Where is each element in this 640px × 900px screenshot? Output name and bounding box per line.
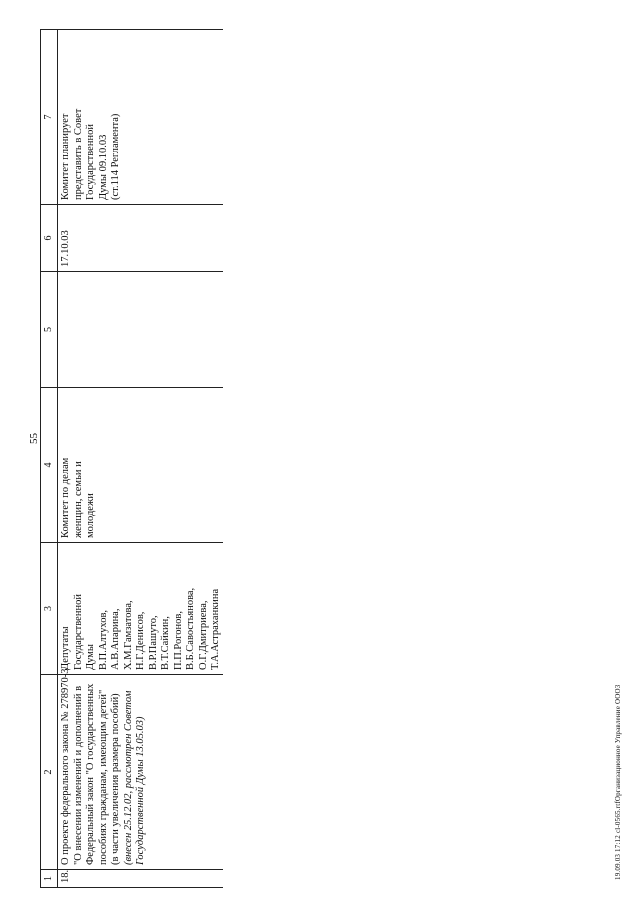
document-table-container: 1 2 3 4 5 6 7 18. О проекте федерального… (40, 29, 260, 888)
initiator-line: Депутаты (60, 626, 71, 670)
column-5-cell (57, 271, 223, 388)
bill-description: О проекте федерального закона № 278970-3… (57, 668, 223, 870)
bill-table: 1 2 3 4 5 6 7 18. О проекте федерального… (40, 29, 223, 888)
footer-text: 19.09.03 17:12 cl-0565.rtfОрганизационно… (614, 684, 622, 880)
header-cell-1: 1 (40, 869, 58, 888)
description-line: "О внесении изменений и дополнений в (72, 685, 84, 865)
initiator-line: В.Р.Пашуто, (147, 615, 159, 670)
initiator-line: О.Г.Дмитриева, (197, 600, 209, 671)
note-line: Думы 09.10.03 (97, 134, 109, 200)
committee-line: женщин, семьи и (72, 461, 84, 538)
initiator-line: Т.А.Астраханкина (210, 588, 221, 670)
description-italic-line: (внесен 25.12.02, рассмотрен Советом (122, 690, 134, 865)
date-cell: 17.10.03 (57, 204, 223, 272)
header-row: 1 2 3 4 5 6 7 (40, 29, 58, 888)
description-line: О проекте федерального закона № 278970-3 (60, 668, 71, 865)
note-line: Государственной (85, 124, 96, 200)
header-cell-4: 4 (40, 387, 58, 543)
initiator-line: В.П.Алтухов, (97, 609, 109, 670)
committee-line: Комитет по делам (60, 457, 71, 538)
description-line: пособиях гражданам, имеющим детей" (97, 689, 109, 865)
committee-line: молодежи (85, 493, 96, 538)
initiator-line: П.П.Рогонов, (172, 611, 184, 670)
initiator-line: В.Т.Сайкин, (160, 616, 171, 670)
initiator-line: В.Б.Савостьянова, (185, 587, 196, 670)
row-number: 18. (57, 869, 223, 888)
initiator-line: Думы (85, 644, 96, 670)
header-cell-7: 7 (40, 29, 58, 205)
initiators: Депутаты Государственной Думы В.П.Алтухо… (57, 542, 223, 675)
description-line: Федеральный закон "О государственных (85, 683, 96, 865)
initiator-line: Государственной (72, 594, 84, 670)
header-cell-3: 3 (40, 542, 58, 675)
description-line: (в части увеличения размера пособий) (110, 693, 121, 865)
responsible-committee: Комитет по делам женщин, семьи и молодеж… (57, 387, 223, 543)
initiator-line: Х.М.Гамзатова, (122, 600, 134, 670)
note-line: представить в Совет (72, 108, 84, 200)
initiator-line: А.В.Апарина, (110, 608, 121, 670)
note-line: Комитет планирует (60, 113, 71, 201)
note-line: (ст.114 Регламента) (110, 113, 121, 200)
header-cell-2: 2 (40, 674, 58, 870)
table-row: 18. О проекте федерального закона № 2789… (57, 29, 223, 888)
note-cell: Комитет планирует представить в Совет Го… (57, 29, 223, 205)
description-italic-line: Государственной Думы 13.05.03) (135, 716, 146, 865)
page-number: 55 (28, 433, 40, 444)
initiator-line: Н.Г.Денисов, (135, 611, 146, 670)
header-cell-5: 5 (40, 271, 58, 388)
header-cell-6: 6 (40, 204, 58, 272)
